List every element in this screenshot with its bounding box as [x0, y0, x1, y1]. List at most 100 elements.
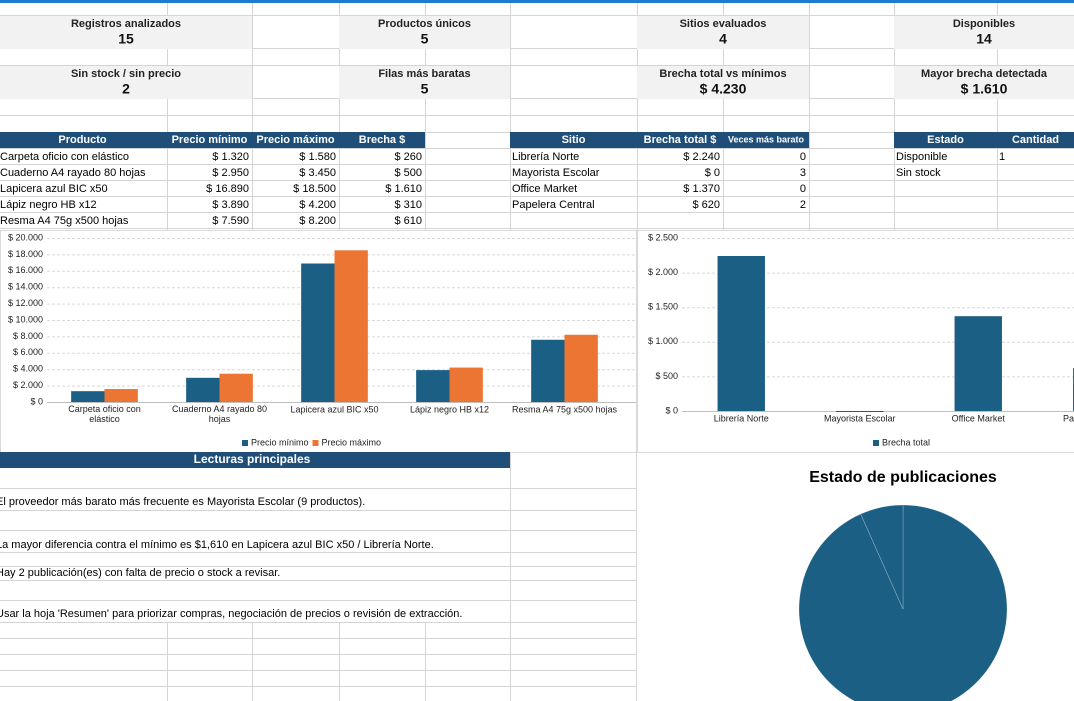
table-cell: $ 16.890	[206, 183, 249, 195]
table-cell: $ 0	[705, 167, 720, 179]
kpi-box	[894, 66, 1074, 99]
table-cell: $ 4.200	[299, 199, 336, 211]
x-tick-label: Cuaderno A4 rayado 80 hojas	[172, 404, 267, 424]
y-tick-label: $ 2.000	[13, 380, 43, 390]
x-tick-label: Librería Norte	[714, 413, 769, 423]
table-cell: $ 310	[394, 199, 422, 211]
table-cell: $ 620	[692, 199, 720, 211]
table-cell: 1	[999, 151, 1005, 163]
kpi-value: 15	[118, 31, 134, 47]
y-tick-label: $ 16.000	[8, 265, 43, 275]
kpi-label: Mayor brecha detectada	[921, 68, 1048, 80]
table-header: Producto	[58, 134, 107, 146]
y-tick-label: $ 14.000	[8, 282, 43, 292]
y-tick-label: $ 20.000	[8, 232, 43, 242]
kpi-label: Registros analizados	[71, 18, 181, 30]
bar	[449, 367, 483, 402]
table-header: Cantidad	[1012, 134, 1059, 146]
table-cell: $ 3.890	[212, 199, 249, 211]
legend-swatch	[242, 440, 248, 446]
kpi-value: 14	[976, 31, 992, 47]
kpi-box	[339, 66, 510, 99]
table-header: Estado	[927, 134, 964, 146]
kpi-value: 5	[421, 81, 429, 97]
table-cell: Lápiz negro HB x12	[0, 199, 97, 211]
table-cell: 2	[800, 199, 806, 211]
table-cell: Librería Norte	[512, 151, 579, 163]
table-cell: $ 260	[394, 151, 422, 163]
table-header-bg	[0, 132, 425, 148]
kpi-label: Productos únicos	[378, 18, 471, 30]
kpi-box	[339, 16, 510, 49]
table-cell: $ 2.950	[212, 167, 249, 179]
y-tick-label: $ 1.500	[648, 302, 678, 312]
table-cell: Mayorista Escolar	[512, 167, 600, 179]
kpi-box	[0, 66, 252, 99]
y-tick-label: $ 18.000	[8, 249, 43, 259]
kpi-box	[0, 16, 252, 49]
table-cell: Papelera Central	[512, 199, 595, 211]
legend-swatch	[873, 440, 879, 446]
kpi-label: Filas más baratas	[378, 68, 470, 80]
bar	[531, 339, 565, 402]
table-header: Precio máximo	[256, 134, 335, 146]
y-tick-label: $ 1.000	[648, 336, 678, 346]
legend-label: Precio máximo	[322, 437, 382, 447]
y-tick-label: $ 2.500	[648, 232, 678, 242]
pie-slice	[860, 504, 904, 610]
y-tick-label: $ 0	[665, 405, 678, 415]
table-header: Brecha total $	[644, 134, 717, 146]
table-header-bg	[894, 132, 1074, 148]
table-header: Veces más barato	[728, 134, 805, 144]
readings-title: Lecturas principales	[194, 452, 311, 466]
bar	[836, 411, 884, 412]
kpi-value: 2	[122, 81, 130, 97]
reading-line: Usar la hoja 'Resumen' para priorizar co…	[0, 608, 462, 620]
table-cell: Disponible	[896, 151, 947, 163]
legend-label: Brecha total	[882, 437, 930, 447]
kpi-box	[637, 16, 809, 49]
table-cell: $ 1.320	[212, 151, 249, 163]
x-tick-label: Lapicera azul BIC x50	[290, 404, 378, 414]
readings-header-bg	[0, 452, 510, 468]
reading-line: Hay 2 publicación(es) con falta de preci…	[0, 567, 280, 579]
pie-slice	[798, 504, 1008, 701]
bar	[564, 334, 598, 402]
bar	[219, 373, 253, 402]
y-tick-label: $ 12.000	[8, 298, 43, 308]
table-cell: Office Market	[512, 183, 577, 195]
kpi-label: Disponibles	[953, 18, 1015, 30]
table-cell: $ 2.240	[683, 151, 720, 163]
x-tick-label: Lápiz negro HB x12	[410, 404, 489, 414]
table-cell: $ 610	[394, 215, 422, 227]
kpi-value: $ 4.230	[700, 81, 747, 97]
bar	[71, 391, 105, 402]
x-tick-label: Papelera Central	[1063, 413, 1074, 423]
bar	[301, 263, 335, 402]
table-cell: $ 1.580	[299, 151, 336, 163]
y-tick-label: $ 10.000	[8, 314, 43, 324]
kpi-value: 4	[719, 31, 727, 47]
table-cell: 3	[800, 167, 806, 179]
table-cell: Cuaderno A4 rayado 80 hojas	[0, 167, 146, 179]
table-cell: Sin stock	[896, 167, 941, 179]
kpi-box	[894, 16, 1074, 49]
table-cell: 0	[800, 151, 806, 163]
bar	[416, 370, 450, 402]
x-tick-label: Carpeta oficio con elástico	[68, 404, 141, 424]
table-header-bg	[510, 132, 809, 148]
kpi-label: Sitios evaluados	[680, 18, 767, 30]
x-tick-label: Office Market	[952, 413, 1006, 423]
bar	[186, 377, 220, 402]
kpi-box	[637, 66, 809, 99]
bar	[717, 255, 765, 411]
y-tick-label: $ 500	[655, 371, 678, 381]
y-tick-label: $ 0	[30, 396, 43, 406]
table-cell: $ 8.200	[299, 215, 336, 227]
table-cell: $ 1.370	[683, 183, 720, 195]
y-tick-label: $ 2.000	[648, 267, 678, 277]
chart-title: Estado de publicaciones	[809, 469, 997, 486]
table-cell: $ 500	[394, 167, 422, 179]
